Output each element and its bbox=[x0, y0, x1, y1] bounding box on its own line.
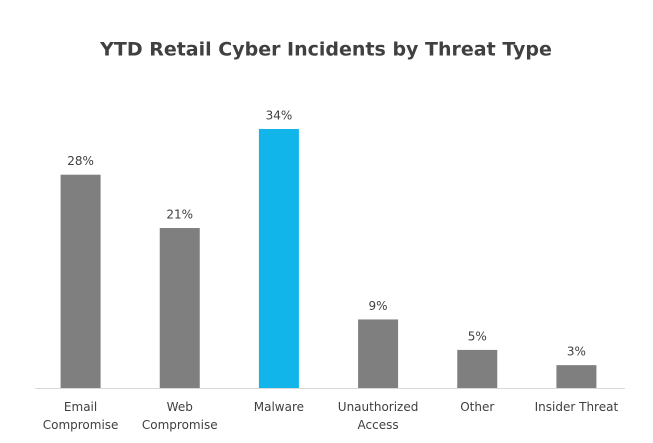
x-tick-label: Other bbox=[460, 400, 495, 414]
data-label: 21% bbox=[166, 208, 193, 222]
bar bbox=[457, 349, 498, 388]
x-tick-label: Malware bbox=[253, 400, 305, 414]
bar bbox=[60, 174, 101, 388]
data-label: 34% bbox=[266, 109, 293, 123]
x-tick-label: Insider Threat bbox=[534, 400, 619, 414]
x-tick-label: Email Compromise bbox=[42, 400, 119, 432]
x-tick-label: Unauthorized Access bbox=[337, 400, 419, 432]
bar bbox=[258, 129, 299, 388]
x-tick-label: Web Compromise bbox=[141, 400, 218, 432]
bar bbox=[358, 319, 399, 388]
chart-title: YTD Retail Cyber Incidents by Threat Typ… bbox=[99, 39, 552, 61]
data-label: 3% bbox=[567, 345, 586, 359]
data-label: 9% bbox=[369, 299, 388, 313]
bar bbox=[159, 228, 200, 388]
data-label: 28% bbox=[67, 154, 94, 168]
data-label: 5% bbox=[468, 329, 487, 343]
bar bbox=[556, 365, 597, 388]
